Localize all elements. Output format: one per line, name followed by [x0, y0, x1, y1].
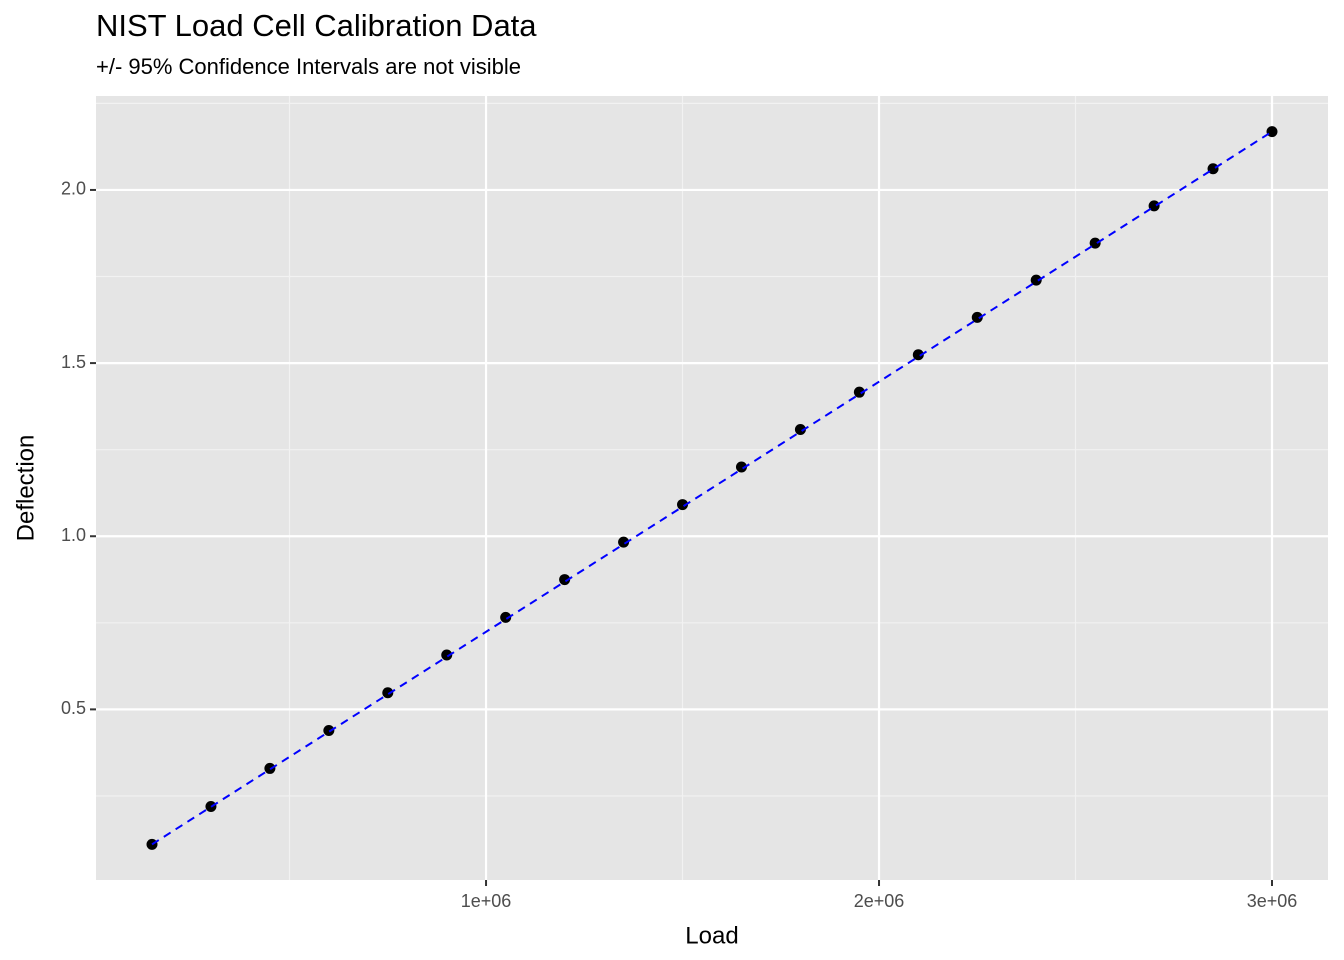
data-point	[1266, 126, 1278, 138]
data-point	[794, 424, 806, 436]
y-tick-label: 1.5	[61, 352, 86, 372]
data-point	[853, 386, 865, 398]
data-point	[500, 611, 512, 623]
data-point	[146, 838, 158, 850]
fit-line	[151, 130, 1273, 846]
data-point	[382, 687, 394, 699]
data-point	[618, 536, 630, 548]
data-point	[1030, 274, 1042, 286]
data-point	[1148, 200, 1160, 212]
data-point	[735, 461, 747, 473]
data-point	[677, 499, 689, 511]
data-point	[441, 649, 453, 661]
y-tick-label: 2.0	[61, 179, 86, 199]
data-point	[559, 574, 571, 586]
data-point	[971, 311, 983, 323]
x-tick-label: 3e+06	[1247, 891, 1298, 911]
chart-title: NIST Load Cell Calibration Data	[96, 8, 537, 43]
y-axis-title: Deflection	[12, 435, 39, 542]
data-point	[1207, 163, 1219, 175]
x-axis-title: Load	[685, 922, 738, 949]
x-tick-label: 1e+06	[461, 891, 512, 911]
data-point	[912, 349, 924, 361]
data-point	[1089, 237, 1101, 249]
y-tick-label: 1.0	[61, 525, 86, 545]
chart-subtitle: +/- 95% Confidence Intervals are not vis…	[96, 54, 521, 79]
y-tick-label: 0.5	[61, 698, 86, 718]
x-tick-label: 2e+06	[854, 891, 905, 911]
data-point	[323, 725, 335, 737]
